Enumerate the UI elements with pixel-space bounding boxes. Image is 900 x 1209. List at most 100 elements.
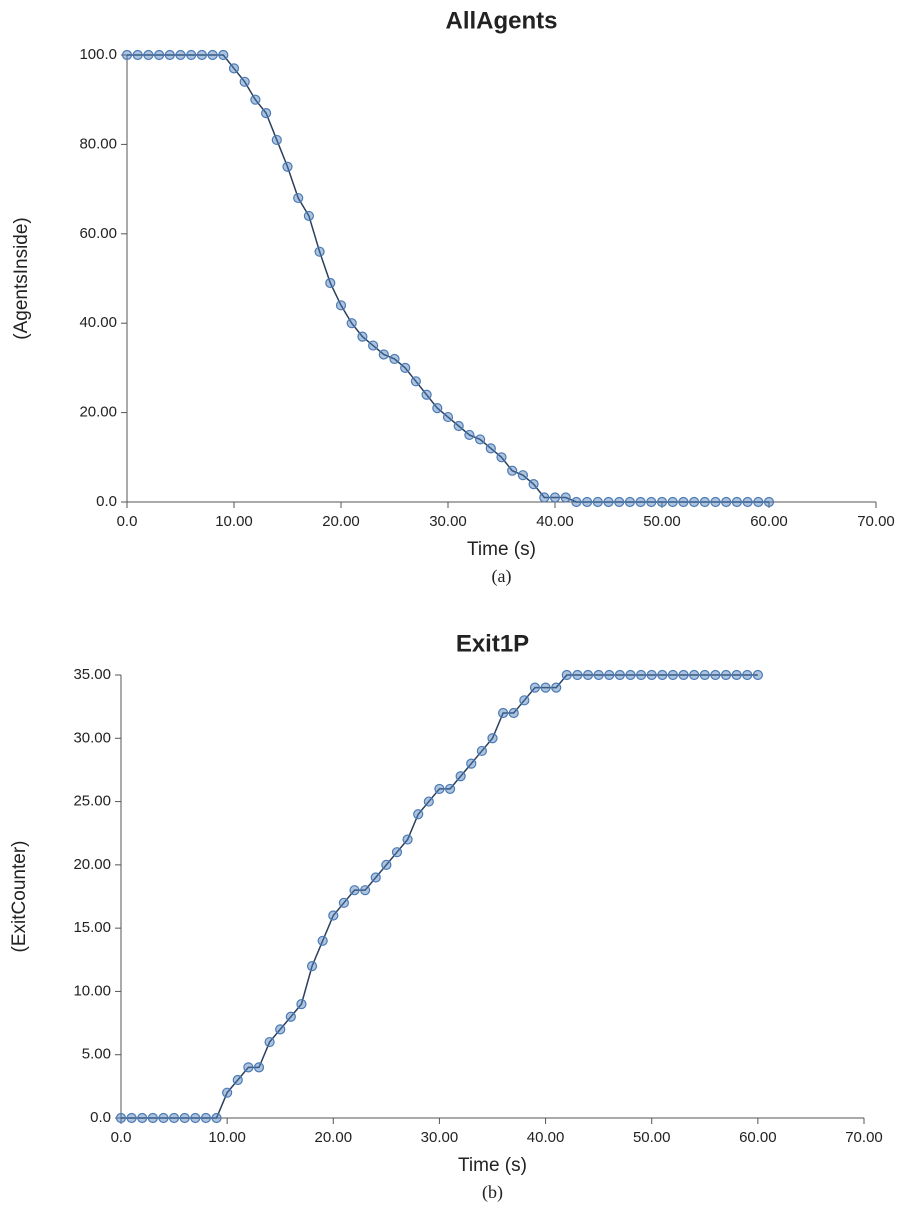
data-marker	[560, 492, 571, 503]
x-tick-label: 30.00	[421, 1129, 459, 1146]
data-marker	[421, 389, 432, 400]
data-marker	[126, 1112, 137, 1124]
y-tick-label: 5.00	[82, 1046, 111, 1063]
y-tick-label: 0.0	[90, 1109, 111, 1126]
data-marker	[710, 496, 721, 508]
data-marker	[528, 479, 539, 490]
data-marker	[285, 1011, 296, 1022]
data-marker	[561, 669, 572, 681]
data-marker	[551, 682, 562, 693]
data-marker	[582, 669, 594, 681]
data-marker	[487, 733, 498, 744]
data-marker	[293, 192, 304, 204]
x-tick-label: 60.00	[739, 1129, 777, 1146]
data-marker	[179, 1112, 190, 1124]
x-axis-label: Time (s)	[458, 1155, 527, 1176]
data-marker	[222, 1087, 233, 1098]
data-marker	[306, 961, 318, 972]
y-tick-label: 25.00	[73, 793, 111, 810]
y-tick-label: 35.00	[73, 666, 111, 683]
data-marker	[752, 669, 763, 681]
y-tick-label: 60.00	[79, 225, 117, 242]
data-marker	[275, 1024, 286, 1035]
data-marker	[243, 1062, 254, 1073]
data-marker	[423, 796, 434, 807]
data-marker	[207, 49, 218, 61]
x-tick-label: 10.00	[215, 513, 253, 530]
data-marker	[143, 49, 154, 61]
data-marker	[325, 277, 336, 289]
data-marker	[656, 496, 668, 508]
x-tick-label: 30.00	[429, 513, 467, 530]
data-marker	[121, 49, 133, 61]
data-marker	[603, 496, 614, 508]
data-marker	[196, 49, 207, 61]
data-marker	[453, 420, 464, 432]
x-tick-label: 40.00	[536, 513, 574, 530]
x-tick-label: 0.0	[111, 1129, 132, 1146]
data-marker	[444, 783, 456, 795]
data-marker	[731, 496, 743, 508]
data-marker	[175, 49, 186, 61]
data-marker	[678, 669, 689, 681]
data-marker	[519, 695, 530, 706]
data-marker	[250, 94, 261, 105]
data-marker	[261, 108, 272, 119]
y-tick-label: 80.00	[79, 135, 117, 152]
data-marker	[370, 872, 381, 883]
y-tick-label: 20.00	[79, 404, 117, 421]
data-marker	[455, 771, 466, 782]
data-marker	[410, 376, 421, 387]
data-marker	[368, 340, 379, 351]
data-marker	[253, 1062, 265, 1073]
data-marker	[211, 1112, 222, 1124]
data-marker	[115, 1112, 127, 1124]
data-marker	[400, 362, 411, 373]
y-tick-label: 0.0	[96, 493, 117, 510]
data-marker	[200, 1112, 212, 1124]
data-marker	[572, 669, 583, 681]
data-marker	[232, 1074, 243, 1086]
y-tick-label: 20.00	[73, 856, 111, 873]
data-marker	[614, 496, 625, 508]
data-marker	[154, 49, 165, 61]
data-marker	[742, 669, 753, 681]
data-marker	[646, 496, 657, 508]
data-marker	[721, 496, 732, 508]
data-marker	[442, 411, 454, 423]
x-tick-label: 50.00	[643, 513, 681, 530]
data-marker	[314, 246, 325, 257]
data-marker	[328, 910, 339, 921]
x-tick-label: 20.00	[315, 1129, 353, 1146]
data-marker	[186, 49, 197, 61]
data-line	[127, 54, 769, 503]
data-marker	[338, 897, 349, 908]
data-marker	[168, 1112, 180, 1124]
data-marker	[635, 669, 647, 681]
data-marker	[593, 669, 604, 681]
data-marker	[303, 210, 314, 222]
data-marker	[529, 682, 541, 693]
data-marker	[137, 1112, 148, 1124]
data-marker	[614, 669, 625, 681]
x-tick-label: 0.0	[117, 513, 138, 530]
data-marker	[507, 465, 518, 476]
x-tick-label: 50.00	[633, 1129, 671, 1146]
data-marker	[218, 49, 229, 61]
data-marker	[592, 496, 603, 508]
caption: (a)	[492, 566, 512, 587]
data-marker	[464, 429, 475, 441]
data-marker	[540, 682, 551, 693]
x-tick-label: 70.00	[857, 513, 895, 530]
data-marker	[317, 935, 328, 946]
data-marker	[699, 669, 710, 681]
data-marker	[753, 496, 764, 508]
data-marker	[413, 809, 424, 820]
data-marker	[282, 161, 293, 172]
data-marker	[264, 1036, 275, 1048]
y-tick-label: 15.00	[73, 919, 111, 936]
data-marker	[432, 403, 443, 414]
data-marker	[667, 669, 679, 681]
data-marker	[720, 669, 732, 681]
data-marker	[646, 669, 657, 681]
